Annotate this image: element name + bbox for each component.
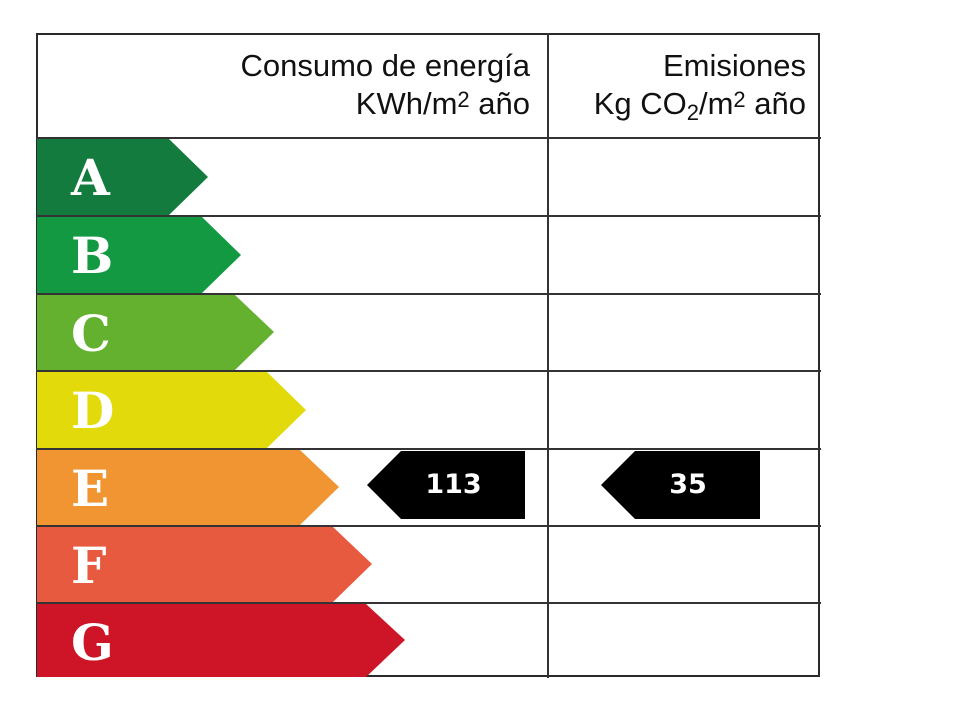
energy-title: Consumo de energía <box>240 48 530 83</box>
row-divider <box>36 293 821 295</box>
band-arrow-shape <box>37 372 306 448</box>
band-arrow-shape <box>37 295 274 370</box>
band-arrow-shape <box>37 604 405 677</box>
row-divider <box>36 602 821 604</box>
band-letter: C <box>71 304 111 363</box>
band-a: A <box>37 139 209 215</box>
band-letter: E <box>71 459 110 518</box>
emissions-unit-text: Kg CO <box>593 86 687 121</box>
emissions-value: 35 <box>669 469 707 500</box>
emissions-unit-year: año <box>745 86 806 121</box>
band-arrow-shape <box>37 217 241 293</box>
energy-unit-year: año <box>469 86 530 121</box>
header-divider <box>36 137 821 139</box>
emissions-title: Emisiones <box>663 48 806 83</box>
energy-value: 113 <box>425 469 482 500</box>
column-divider <box>547 33 549 678</box>
row-divider <box>36 448 821 450</box>
energy-unit: KWh/m2 año <box>150 85 530 123</box>
band-g: G <box>37 604 406 677</box>
row-divider <box>36 525 821 527</box>
band-arrow-shape <box>37 450 339 525</box>
band-letter: A <box>71 148 110 207</box>
band-d: D <box>37 372 307 448</box>
band-letter: B <box>71 226 114 285</box>
band-e: E <box>37 450 340 525</box>
emissions-unit-exponent: 2 <box>733 87 746 112</box>
band-letter: D <box>71 381 115 440</box>
band-letter: F <box>71 536 107 595</box>
row-divider <box>36 215 821 217</box>
energy-rating-marker: 113 <box>367 451 525 519</box>
emissions-rating-marker: 35 <box>601 451 760 519</box>
rating-pointer-shape <box>367 451 525 519</box>
emissions-unit-per: /m <box>698 86 734 121</box>
emissions-header: Emisiones Kg CO2/m2 año <box>552 47 806 125</box>
energy-unit-exponent: 2 <box>457 87 470 112</box>
energy-unit-text: KWh/m <box>355 86 458 121</box>
emissions-unit-subscript: 2 <box>686 100 699 125</box>
band-f: F <box>37 527 373 602</box>
band-letter: G <box>71 613 114 672</box>
band-arrow-shape <box>37 527 372 602</box>
band-arrow-shape <box>37 139 208 215</box>
band-b: B <box>37 217 242 293</box>
band-c: C <box>37 295 275 370</box>
row-divider <box>36 370 821 372</box>
rating-pointer-shape <box>601 451 760 519</box>
emissions-unit: Kg CO2/m2 año <box>552 85 806 125</box>
energy-header: Consumo de energía KWh/m2 año <box>150 47 530 123</box>
